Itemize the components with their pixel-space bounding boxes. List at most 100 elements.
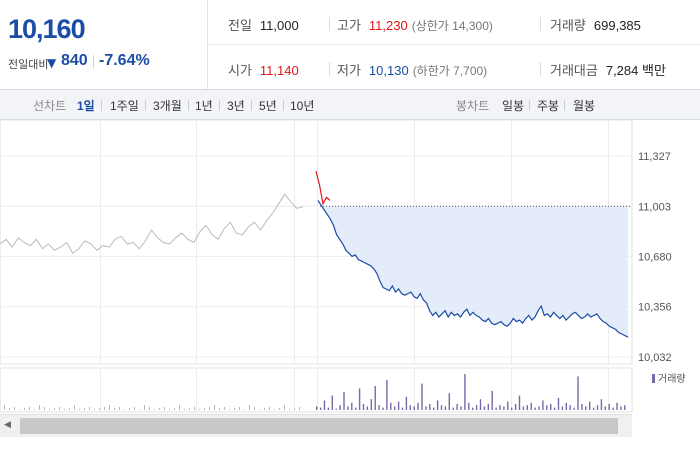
volume-bar xyxy=(592,407,595,410)
price-chart: 11,327 11,003 10,680 10,356 10,032 거래량 xyxy=(0,120,686,413)
intraday-price-line xyxy=(317,200,629,338)
y-tick-label: 11,327 xyxy=(638,151,671,163)
history-volume-bar xyxy=(124,409,125,410)
volume-bar xyxy=(397,401,400,410)
y-tick-label: 10,356 xyxy=(638,302,672,314)
scrollbar-thumb[interactable] xyxy=(20,418,618,434)
amount-value: 7,284 백만 xyxy=(605,63,666,78)
volume-bar xyxy=(401,407,404,410)
high-value: 11,230 xyxy=(368,18,408,33)
volume-bar xyxy=(600,399,603,410)
history-volume-bar xyxy=(119,407,120,410)
tab-period-3m[interactable]: 3개월 xyxy=(153,99,182,113)
volume-bar xyxy=(358,388,361,410)
volume-bar xyxy=(608,404,610,410)
volume-bar xyxy=(386,380,388,410)
volume-bar xyxy=(604,406,606,410)
tab-candle-monthly[interactable]: 월봉 xyxy=(573,99,596,113)
volume-bar xyxy=(448,393,450,410)
change-label: 전일대비 xyxy=(8,58,49,71)
history-volume-bar xyxy=(14,407,15,410)
volume-bar xyxy=(518,395,521,410)
volume-bar xyxy=(366,406,369,410)
volume-bar xyxy=(542,400,544,410)
volume-bar xyxy=(475,405,478,410)
tab-divider xyxy=(219,100,220,111)
history-volume-bar xyxy=(54,408,55,410)
volume-bar xyxy=(316,406,318,410)
volume-bar xyxy=(339,405,341,410)
volume-bar xyxy=(612,407,614,410)
volume-bar xyxy=(440,405,443,410)
history-volume-bar xyxy=(59,407,60,410)
volume-bar xyxy=(378,405,380,410)
history-volume-bar xyxy=(174,408,175,410)
stat-divider xyxy=(540,17,541,31)
volume-bar xyxy=(351,402,353,410)
volume-bar xyxy=(538,406,540,410)
stat-divider xyxy=(329,62,330,76)
volume-bar xyxy=(479,399,482,410)
y-tick-label: 10,680 xyxy=(638,251,672,263)
history-volume-bar xyxy=(149,407,150,410)
stat-prev-close: 전일 11,000 xyxy=(228,15,299,34)
history-volume-bar xyxy=(189,408,190,410)
history-volume-bar xyxy=(69,408,70,410)
volume-bar xyxy=(394,406,396,410)
history-volume-bar xyxy=(284,405,285,410)
tab-period-1d[interactable]: 1일 xyxy=(77,99,95,113)
down-arrow-icon: ▼ xyxy=(47,56,57,70)
volume-bar xyxy=(514,404,517,410)
volume-bar xyxy=(534,407,536,410)
volume-bar xyxy=(425,406,427,410)
history-volume-bar xyxy=(199,409,200,410)
tab-candle-daily[interactable]: 일봉 xyxy=(502,99,525,113)
volume-bar xyxy=(577,376,579,410)
scroll-left-icon[interactable]: ◀ xyxy=(4,420,11,430)
stat-low: 저가 10,130 (하한가 7,700) xyxy=(337,60,487,79)
volume-bar xyxy=(382,407,384,410)
history-volume-bar xyxy=(294,408,295,410)
history-volume-bar xyxy=(134,407,135,410)
history-volume-bar xyxy=(79,409,80,410)
history-volume-bar xyxy=(9,408,10,410)
tab-period-1y[interactable]: 1년 xyxy=(195,99,213,113)
volume-bar xyxy=(331,395,333,410)
history-volume-bar xyxy=(254,407,255,410)
history-volume-bar xyxy=(244,409,245,410)
prev-close-label: 전일 xyxy=(228,18,252,33)
stat-amount: 거래대금 7,284 백만 xyxy=(550,60,666,79)
volume-legend-label: 거래량 xyxy=(658,373,686,385)
history-volume-bar xyxy=(64,409,65,410)
volume-bar xyxy=(421,383,423,410)
volume-bar xyxy=(323,400,326,410)
history-volume-bar xyxy=(84,408,85,410)
tab-period-10y[interactable]: 10년 xyxy=(290,99,315,113)
history-volume-bar xyxy=(94,409,95,410)
volume-bar xyxy=(468,402,470,410)
volume-bar xyxy=(327,407,330,410)
upper-limit: (상한가 14,300) xyxy=(411,19,493,33)
tab-period-3y[interactable]: 3년 xyxy=(227,99,245,113)
stat-divider xyxy=(540,62,541,76)
history-volume-bar xyxy=(39,405,40,410)
tab-period-5y[interactable]: 5년 xyxy=(259,99,277,113)
tab-candle-weekly[interactable]: 주봉 xyxy=(537,99,560,113)
volume-bar xyxy=(444,406,447,410)
chart-scrollbar[interactable]: ◀ xyxy=(0,414,632,437)
quote-panel: 10,160 전일대비 ▼ 840 -7.64% 전일 11,000 고가 11,2… xyxy=(0,0,700,90)
volume-bar xyxy=(355,407,357,410)
volume-bar xyxy=(472,407,474,410)
open-value: 11,140 xyxy=(259,63,299,78)
y-tick-label: 10,032 xyxy=(638,352,672,364)
history-volume-bar xyxy=(299,407,300,410)
tab-period-1w[interactable]: 1주일 xyxy=(110,99,139,113)
volume-bar xyxy=(347,406,349,410)
volume-bar xyxy=(452,407,454,410)
low-value: 10,130 xyxy=(368,63,409,78)
history-volume-bar xyxy=(264,408,265,410)
history-volume-bar xyxy=(74,405,75,410)
history-volume-bar xyxy=(224,407,225,410)
stat-open: 시가 11,140 xyxy=(228,60,299,79)
low-label: 저가 xyxy=(337,63,361,78)
